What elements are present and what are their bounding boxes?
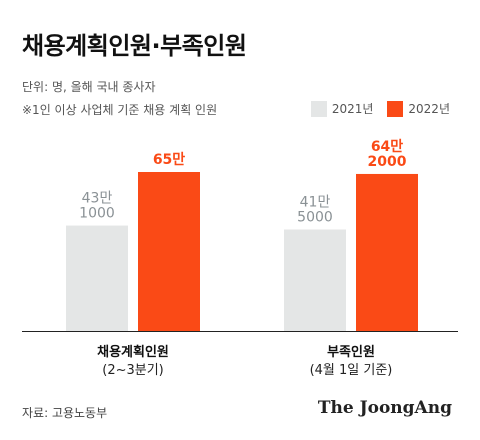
value-label: 65만 — [153, 152, 185, 168]
category-note: (4월 1일 기준) — [310, 363, 393, 378]
value-label: 41만 — [300, 194, 331, 210]
value-label: 43만 — [82, 191, 113, 207]
legend-item-2021: 2021년 — [310, 100, 374, 117]
legend-swatch-2021 — [310, 100, 327, 117]
value-label: 64만 — [371, 139, 403, 155]
brand-logo: The JoongAng — [317, 398, 452, 418]
legend: 2021년 2022년 — [297, 100, 450, 117]
value-label: 5000 — [297, 209, 333, 225]
value-label: 1000 — [79, 206, 115, 222]
legend-label-2022: 2022년 — [408, 102, 450, 116]
source-note: 자료: 고용노동부 — [22, 406, 108, 420]
legend-item-2022: 2022년 — [387, 100, 450, 117]
value-label: 2000 — [368, 154, 407, 170]
bar-2021년-2 — [284, 229, 346, 331]
bar-2022년-2 — [356, 173, 418, 331]
chart-title: 채용계획인원·부족인원 — [22, 32, 247, 60]
category-note: (2~3분기) — [102, 363, 164, 378]
basis-note: ※1인 이상 사업체 기준 채용 계획 인원 — [22, 103, 218, 117]
bar-2021년-1 — [66, 225, 128, 331]
legend-swatch-2022 — [387, 100, 404, 117]
category-label: 부족인원 — [327, 344, 375, 360]
category-label: 채용계획인원 — [97, 344, 169, 360]
bar-2022년-1 — [138, 172, 200, 331]
unit-note: 단위: 명, 올해 국내 종사자 — [22, 80, 156, 94]
legend-label-2021: 2021년 — [331, 102, 374, 116]
